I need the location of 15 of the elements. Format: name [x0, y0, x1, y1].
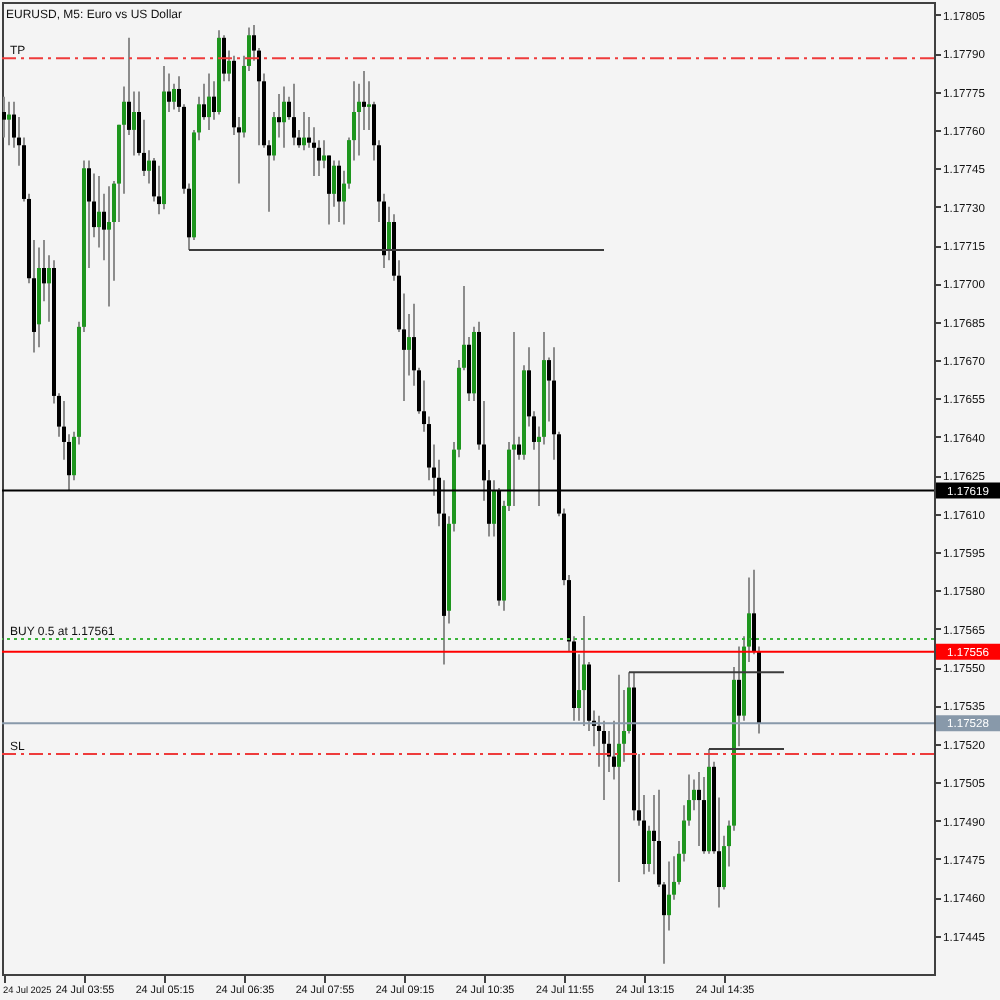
candlestick	[2, 95, 6, 139]
candlestick	[172, 82, 176, 111]
candlestick	[302, 110, 306, 152]
candlestick	[602, 719, 606, 802]
candlestick	[207, 72, 211, 131]
candlestick	[617, 673, 621, 883]
candlestick	[292, 82, 296, 147]
candlestick	[322, 139, 326, 170]
candlestick	[282, 85, 286, 149]
candlestick	[512, 330, 516, 507]
candlestick	[107, 185, 111, 308]
candlestick	[7, 100, 11, 147]
candlestick	[337, 159, 341, 223]
candlestick	[697, 770, 701, 848]
candlestick	[582, 614, 586, 727]
